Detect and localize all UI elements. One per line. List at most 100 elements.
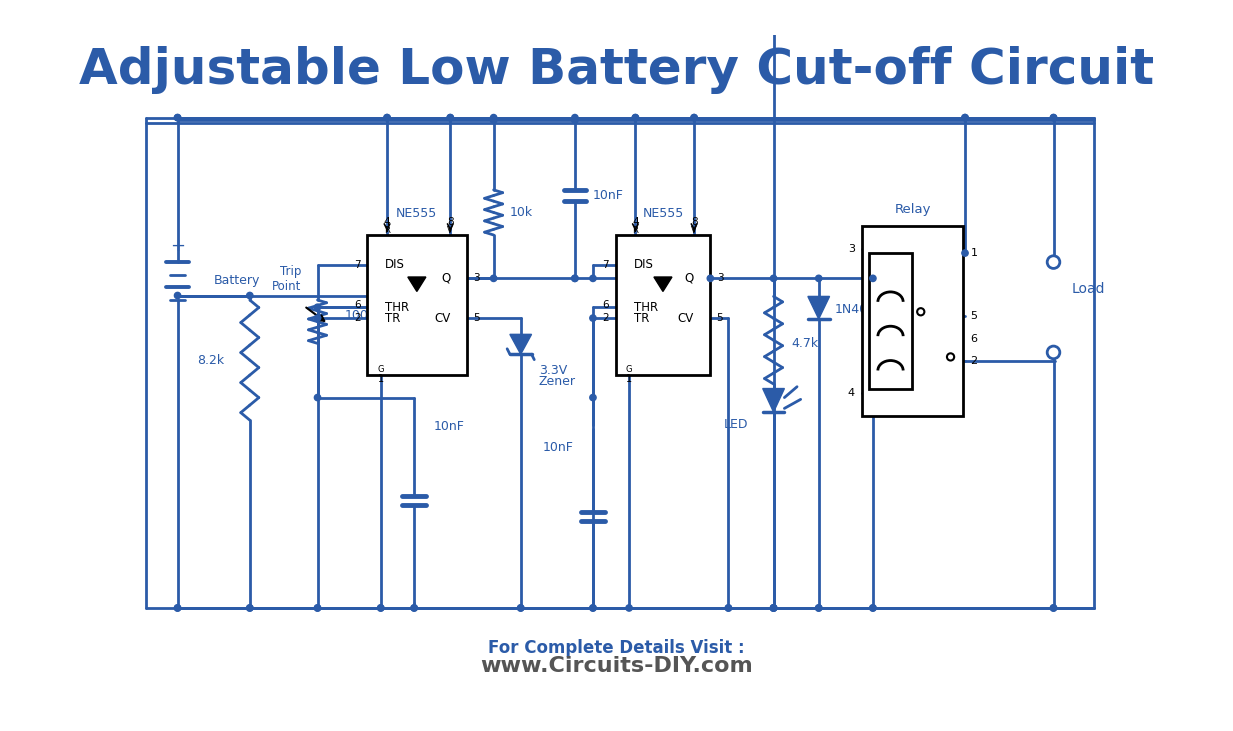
Circle shape: [869, 605, 877, 611]
Text: 6: 6: [970, 334, 978, 344]
Circle shape: [589, 315, 596, 321]
Text: R: R: [633, 226, 639, 235]
Circle shape: [690, 115, 697, 121]
Text: 4: 4: [848, 388, 854, 398]
Circle shape: [589, 605, 596, 611]
Circle shape: [174, 115, 181, 121]
Text: R: R: [385, 226, 390, 235]
Circle shape: [448, 115, 454, 121]
Circle shape: [518, 605, 524, 611]
Circle shape: [626, 605, 633, 611]
Circle shape: [815, 275, 822, 281]
Text: 1: 1: [626, 374, 633, 385]
Circle shape: [962, 115, 968, 121]
Circle shape: [771, 605, 777, 611]
Circle shape: [383, 115, 390, 121]
Text: 10nF: 10nF: [593, 189, 624, 202]
Text: Load: Load: [1071, 282, 1105, 296]
Circle shape: [708, 275, 714, 281]
Circle shape: [247, 605, 253, 611]
Circle shape: [314, 315, 321, 321]
Text: Zener: Zener: [539, 375, 576, 388]
Text: Trip
Point: Trip Point: [272, 265, 301, 293]
Circle shape: [572, 117, 578, 124]
Circle shape: [947, 353, 954, 360]
Circle shape: [589, 605, 596, 611]
Text: 8: 8: [446, 217, 454, 227]
Polygon shape: [408, 277, 425, 292]
Polygon shape: [808, 296, 830, 319]
Circle shape: [815, 605, 822, 611]
Circle shape: [589, 275, 596, 281]
Circle shape: [572, 275, 578, 281]
Text: For Complete Details Visit :: For Complete Details Visit :: [488, 639, 745, 656]
Circle shape: [247, 292, 253, 299]
Text: DIS: DIS: [385, 258, 406, 271]
Text: 3.3V: 3.3V: [539, 364, 567, 377]
Circle shape: [491, 275, 497, 281]
Polygon shape: [510, 334, 531, 355]
Text: 8: 8: [690, 217, 698, 227]
Text: 1: 1: [970, 248, 978, 258]
Text: LED: LED: [724, 418, 748, 431]
Bar: [869, 253, 911, 389]
Text: Relay: Relay: [894, 203, 931, 216]
Circle shape: [962, 115, 968, 121]
Text: NE555: NE555: [396, 207, 438, 220]
Circle shape: [383, 115, 390, 121]
Text: THR: THR: [385, 300, 409, 314]
Circle shape: [1047, 256, 1060, 268]
Circle shape: [725, 605, 731, 611]
Circle shape: [633, 115, 639, 121]
Text: -: -: [1048, 346, 1053, 359]
Text: +: +: [170, 237, 185, 255]
Circle shape: [174, 115, 181, 121]
Circle shape: [491, 115, 497, 121]
Text: DIS: DIS: [634, 258, 653, 271]
Circle shape: [771, 605, 777, 611]
Circle shape: [174, 605, 181, 611]
Circle shape: [869, 275, 877, 281]
Text: TR: TR: [634, 311, 649, 325]
Circle shape: [174, 292, 181, 299]
Text: 6: 6: [354, 300, 361, 311]
Circle shape: [377, 605, 383, 611]
Circle shape: [1051, 605, 1057, 611]
Text: 2: 2: [603, 313, 609, 323]
Text: 10k: 10k: [510, 206, 533, 219]
Circle shape: [247, 605, 253, 611]
Circle shape: [448, 115, 454, 121]
Circle shape: [491, 117, 497, 124]
Text: Q: Q: [684, 272, 694, 285]
Text: V: V: [448, 226, 454, 235]
Circle shape: [377, 605, 383, 611]
Bar: [862, 226, 963, 416]
Circle shape: [572, 275, 578, 281]
Text: 6: 6: [603, 300, 609, 311]
Circle shape: [633, 115, 639, 121]
Circle shape: [962, 250, 968, 257]
Text: 3: 3: [848, 243, 854, 254]
Text: 3: 3: [472, 273, 480, 284]
Circle shape: [1051, 115, 1057, 121]
Text: G: G: [377, 365, 383, 374]
Circle shape: [314, 605, 321, 611]
Text: +: +: [1051, 256, 1062, 268]
Text: CV: CV: [434, 311, 450, 325]
Polygon shape: [653, 277, 672, 292]
Circle shape: [314, 605, 321, 611]
Circle shape: [1051, 605, 1057, 611]
Text: TR: TR: [385, 311, 401, 325]
Text: THR: THR: [634, 300, 657, 314]
Text: Q: Q: [441, 272, 450, 285]
Circle shape: [815, 605, 822, 611]
Text: Battery: Battery: [213, 273, 260, 287]
Circle shape: [869, 605, 877, 611]
Text: 4: 4: [633, 217, 639, 227]
Text: V: V: [692, 226, 697, 235]
Text: 1N4007: 1N4007: [835, 303, 884, 317]
Text: 100K: 100K: [344, 309, 376, 322]
Text: 5: 5: [970, 311, 978, 322]
Text: 5: 5: [472, 313, 480, 323]
Text: 10nF: 10nF: [543, 441, 573, 454]
